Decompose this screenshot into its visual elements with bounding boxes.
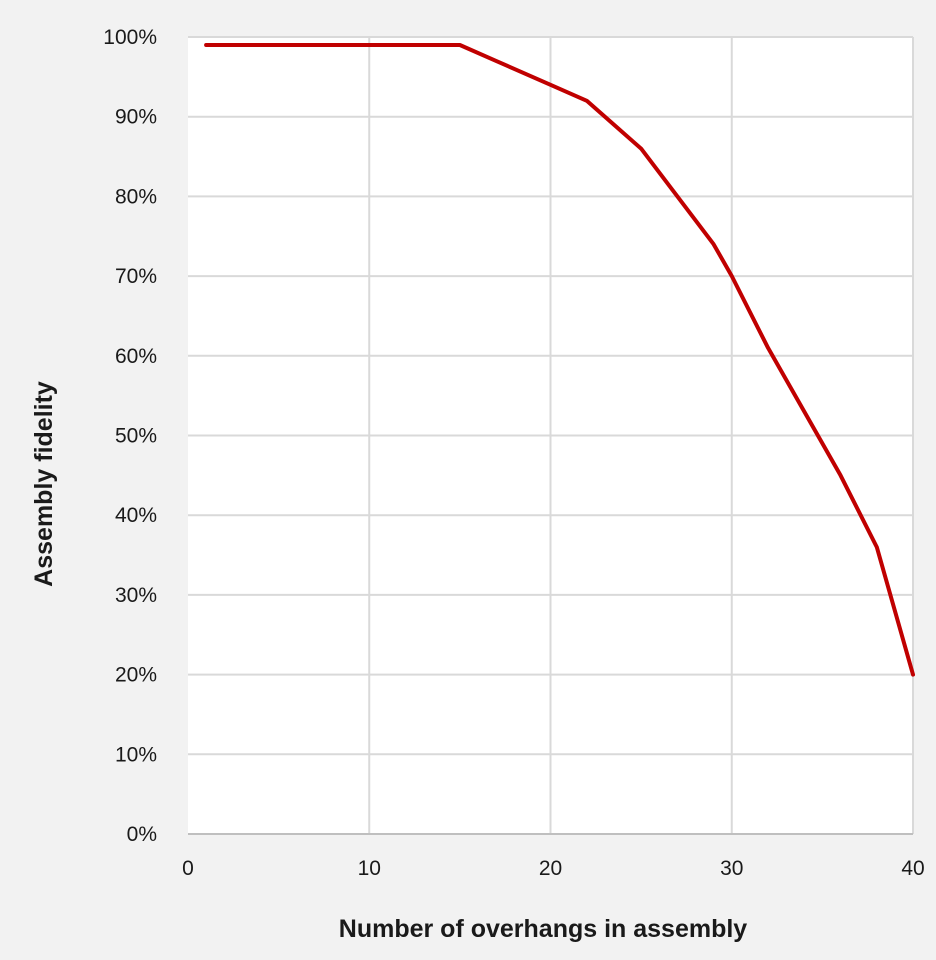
x-tick-label: 30	[720, 857, 743, 880]
y-tick-label: 50%	[115, 425, 157, 448]
series-line	[204, 43, 915, 677]
series-layer	[204, 43, 915, 677]
y-tick-labels: 0% 10% 20% 30% 40% 50% 60% 70% 80% 90% 100%	[103, 26, 157, 846]
y-axis-title: Assembly fidelity	[30, 381, 58, 587]
x-tick-label: 10	[358, 857, 381, 880]
y-tick-label: 20%	[115, 664, 157, 687]
y-gridlines	[188, 36, 913, 756]
x-tick-labels: 0 10 20 30 40	[182, 857, 925, 880]
y-tick-label: 30%	[115, 584, 157, 607]
x-axis-title: Number of overhangs in assembly	[339, 915, 748, 943]
x-tick-label: 0	[182, 857, 194, 880]
y-tick-label: 0%	[127, 823, 157, 846]
y-tick-label: 100%	[103, 26, 157, 49]
y-tick-label: 70%	[115, 265, 157, 288]
y-tick-label: 80%	[115, 185, 157, 208]
y-tick-label: 60%	[115, 345, 157, 368]
y-tick-label: 10%	[115, 743, 157, 766]
x-tick-label: 40	[901, 857, 924, 880]
x-tick-label: 20	[539, 857, 562, 880]
y-tick-label: 40%	[115, 504, 157, 527]
y-tick-label: 90%	[115, 106, 157, 129]
